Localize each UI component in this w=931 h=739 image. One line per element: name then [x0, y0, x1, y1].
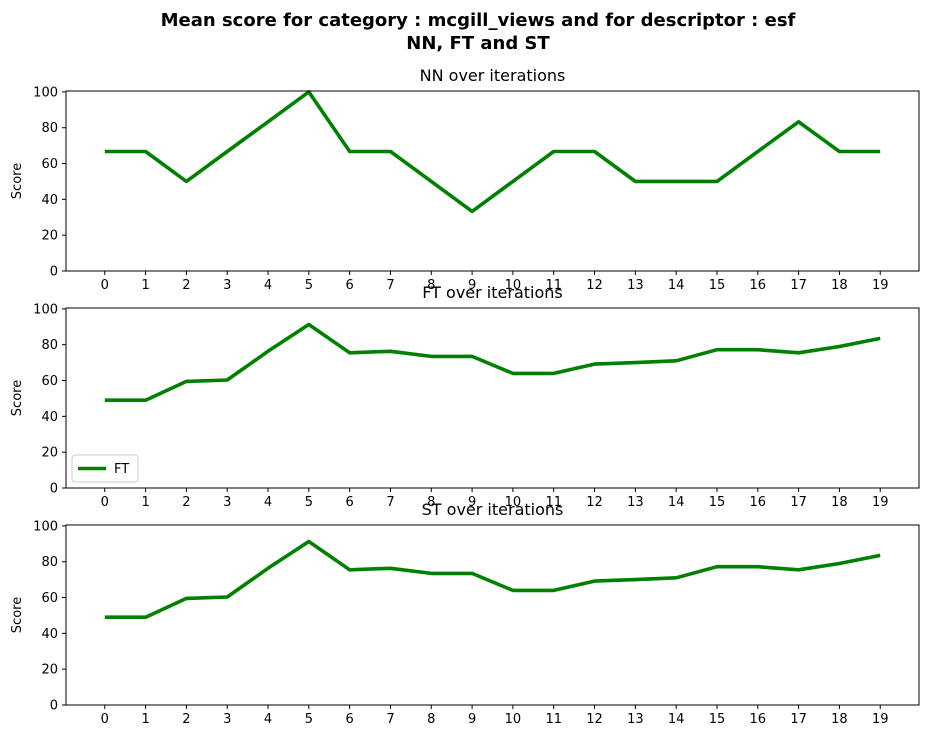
- y-tick-label: 60: [41, 591, 58, 606]
- x-tick-label: 8: [427, 712, 435, 727]
- x-tick-label: 7: [386, 495, 394, 510]
- subplot-title: FT over iterations: [422, 283, 562, 302]
- x-tick-label: 1: [141, 495, 149, 510]
- x-tick-label: 6: [346, 278, 354, 293]
- x-tick-label: 4: [264, 712, 272, 727]
- y-tick-label: 20: [41, 446, 58, 461]
- x-tick-label: 7: [386, 278, 394, 293]
- y-tick-label: 80: [41, 121, 58, 136]
- y-tick-label: 0: [50, 699, 58, 714]
- subplot-title: NN over iterations: [420, 66, 566, 85]
- x-tick-label: 3: [223, 278, 231, 293]
- x-tick-label: 5: [305, 495, 313, 510]
- figure-title-line-2: NN, FT and ST: [406, 33, 550, 54]
- x-tick-label: 6: [346, 712, 354, 727]
- axes-frame: [65, 307, 920, 489]
- y-tick-label: 100: [33, 519, 58, 534]
- y-tick-label: 80: [41, 338, 58, 353]
- x-tick-label: 3: [223, 712, 231, 727]
- x-tick-label: 19: [872, 495, 889, 510]
- y-tick-label: 20: [41, 229, 58, 244]
- x-tick-label: 11: [545, 495, 562, 510]
- x-tick-label: 13: [627, 278, 644, 293]
- x-tick-label: 16: [750, 278, 767, 293]
- x-tick-label: 12: [586, 712, 603, 727]
- x-tick-label: 10: [505, 278, 522, 293]
- series-line: [104, 539, 881, 620]
- x-tick-label: 5: [305, 712, 313, 727]
- y-tick-label: 40: [41, 193, 58, 208]
- y-tick-label: 60: [41, 157, 58, 172]
- x-tick-label: 16: [750, 495, 767, 510]
- y-tick-label: 100: [33, 302, 58, 317]
- x-tick-label: 9: [468, 712, 476, 727]
- x-tick-label: 18: [831, 712, 848, 727]
- y-axis-label: Score: [10, 597, 25, 633]
- x-tick-label: 18: [831, 278, 848, 293]
- x-tick-label: 4: [264, 278, 272, 293]
- y-tick-label: 60: [41, 374, 58, 389]
- x-tick-label: 1: [141, 712, 149, 727]
- x-tick-label: 14: [668, 278, 685, 293]
- x-tick-label: 2: [182, 278, 190, 293]
- x-tick-label: 18: [831, 495, 848, 510]
- y-tick-label: 100: [33, 85, 58, 100]
- x-tick-label: 19: [872, 712, 889, 727]
- x-tick-label: 15: [709, 712, 726, 727]
- x-tick-label: 16: [750, 712, 767, 727]
- y-axis-label: Score: [10, 163, 25, 199]
- x-tick-label: 13: [627, 495, 644, 510]
- x-tick-label: 0: [101, 278, 109, 293]
- x-tick-label: 14: [668, 712, 685, 727]
- x-tick-label: 6: [346, 495, 354, 510]
- x-tick-label: 9: [468, 495, 476, 510]
- x-tick-label: 12: [586, 278, 603, 293]
- x-tick-label: 12: [586, 495, 603, 510]
- x-tick-label: 3: [223, 495, 231, 510]
- x-tick-label: 10: [505, 712, 522, 727]
- x-tick-label: 4: [264, 495, 272, 510]
- x-tick-label: 10: [505, 495, 522, 510]
- x-tick-label: 2: [182, 495, 190, 510]
- x-tick-label: 13: [627, 712, 644, 727]
- x-tick-label: 0: [101, 495, 109, 510]
- x-tick-label: 2: [182, 712, 190, 727]
- legend-label: FT: [114, 462, 129, 477]
- y-tick-label: 80: [41, 555, 58, 570]
- series-line: [104, 90, 881, 214]
- legend: FT: [71, 454, 139, 483]
- x-tick-label: 7: [386, 712, 394, 727]
- x-tick-label: 17: [790, 278, 807, 293]
- x-tick-label: 8: [427, 278, 435, 293]
- x-tick-label: 0: [101, 712, 109, 727]
- x-tick-label: 17: [790, 712, 807, 727]
- x-tick-label: 1: [141, 278, 149, 293]
- x-tick-label: 19: [872, 278, 889, 293]
- y-tick-label: 0: [50, 265, 58, 280]
- axes-frame: [65, 90, 920, 272]
- y-tick-label: 0: [50, 482, 58, 497]
- x-tick-label: 8: [427, 495, 435, 510]
- x-tick-label: 9: [468, 278, 476, 293]
- x-tick-label: 15: [709, 495, 726, 510]
- subplot-title: ST over iterations: [422, 500, 564, 519]
- y-tick-label: 40: [41, 627, 58, 642]
- series-line: [104, 322, 881, 403]
- x-tick-label: 14: [668, 495, 685, 510]
- figure-title-line-1: Mean score for category : mcgill_views a…: [161, 10, 796, 31]
- x-tick-label: 5: [305, 278, 313, 293]
- x-tick-label: 15: [709, 278, 726, 293]
- axes-frame: [65, 524, 920, 706]
- x-tick-label: 17: [790, 495, 807, 510]
- x-tick-label: 11: [545, 278, 562, 293]
- y-tick-label: 40: [41, 410, 58, 425]
- y-tick-label: 20: [41, 663, 58, 678]
- x-tick-label: 11: [545, 712, 562, 727]
- y-axis-label: Score: [10, 380, 25, 416]
